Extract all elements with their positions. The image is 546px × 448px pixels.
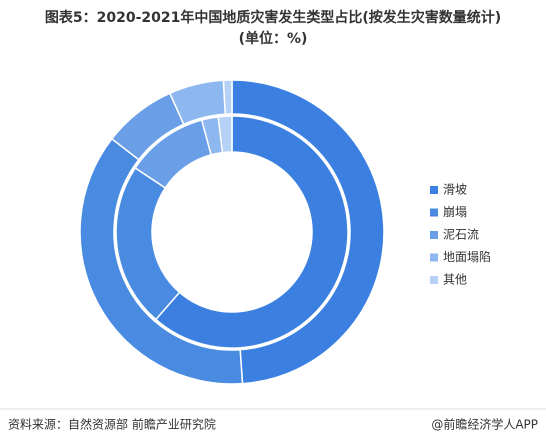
donut-segment — [154, 115, 349, 349]
legend-label: 泥石流 — [443, 228, 479, 242]
legend-swatch — [430, 186, 438, 194]
donut-segment — [222, 79, 233, 115]
legend-swatch — [430, 231, 438, 239]
legend-swatch — [430, 253, 438, 262]
donut-segment — [231, 79, 385, 385]
legend-label: 其他 — [443, 273, 467, 287]
donut-segment — [217, 115, 233, 154]
legend-label: 地面塌陷 — [443, 249, 491, 264]
chart-title: 图表5：2020-2021年中国地质灾害发生类型占比(按发生灾害数量统计) — [45, 9, 501, 26]
legend-label: 崩塌 — [443, 205, 467, 219]
source: 资料来源：自然资源部 前瞻产业研究院 — [8, 417, 216, 432]
legend-swatch — [430, 208, 438, 217]
legend-swatch — [430, 276, 438, 284]
donut-segment — [79, 137, 244, 385]
brand: @前瞻经济学人APP — [431, 417, 538, 432]
legend-label: 滑坡 — [443, 183, 467, 197]
chart-subtitle: (单位：%) — [239, 30, 308, 47]
